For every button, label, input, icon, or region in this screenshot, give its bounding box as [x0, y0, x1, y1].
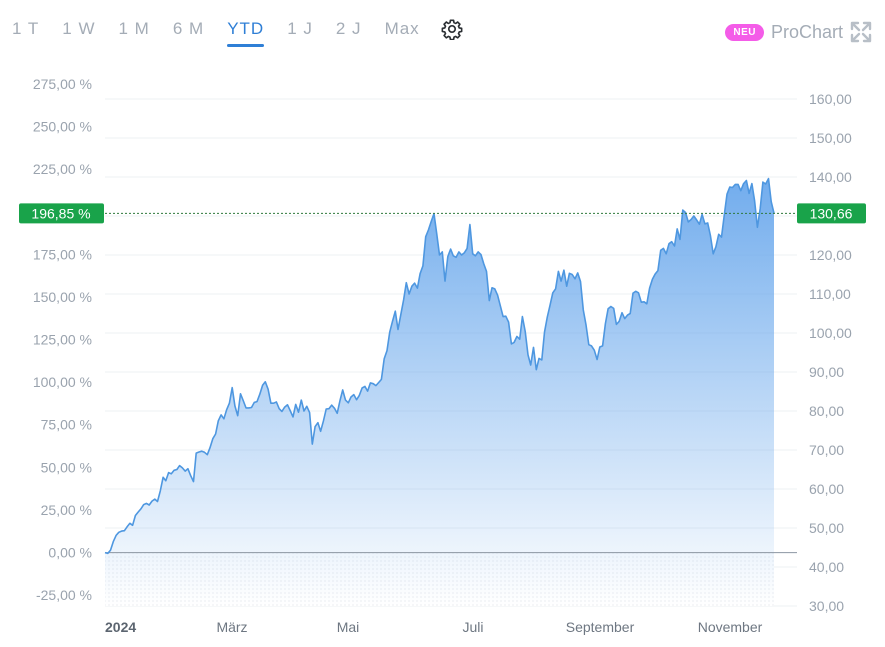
- x-axis-tick: Juli: [462, 619, 483, 635]
- x-axis: 2024 März Mai Juli September November: [105, 619, 763, 635]
- left-axis-tick: 0,00 %: [48, 545, 92, 561]
- left-axis: -25,00 % 0,00 % 25,00 % 50,00 % 75,00 % 100,0…: [33, 76, 92, 603]
- current-value-flag-bg: [797, 203, 866, 224]
- range-tab-1w[interactable]: 1 W: [62, 19, 96, 38]
- left-axis-tick: 250,00 %: [33, 118, 92, 134]
- right-axis: 30,00 40,00 50,00 60,00 70,00 80,00 90,00 100,0…: [809, 91, 852, 614]
- range-tab-max[interactable]: Max: [384, 19, 420, 38]
- range-tab-6m[interactable]: 6 M: [172, 19, 205, 38]
- right-axis-tick: 160,00: [809, 91, 852, 107]
- right-axis-tick: 30,00: [809, 598, 844, 614]
- gear-icon[interactable]: [441, 18, 463, 40]
- left-axis-tick: 275,00 %: [33, 76, 92, 92]
- left-axis-tick: 225,00 %: [33, 161, 92, 177]
- prochart-label: ProChart: [770, 21, 843, 42]
- right-axis-tick: 110,00: [809, 286, 851, 302]
- range-tab-ytd[interactable]: YTD: [227, 19, 265, 47]
- left-axis-tick: 25,00 %: [41, 502, 92, 518]
- range-tabs: 1 T 1 W 1 M 6 M YTD 1 J 2 J Max: [12, 18, 463, 47]
- right-axis-tick: 120,00: [809, 247, 852, 263]
- left-axis-tick: 150,00 %: [33, 289, 92, 305]
- x-axis-tick: November: [698, 619, 763, 635]
- range-tab-1m[interactable]: 1 M: [118, 19, 150, 38]
- x-axis-tick: Mai: [337, 619, 360, 635]
- range-tab-2y[interactable]: 2 J: [335, 19, 362, 38]
- new-badge: NEU: [725, 23, 764, 41]
- prochart-link[interactable]: NEU ProChart: [725, 20, 873, 44]
- right-axis-tick: 90,00: [809, 364, 844, 380]
- right-axis-tick: 80,00: [809, 403, 844, 419]
- x-axis-tick: März: [216, 619, 247, 635]
- right-axis-tick: 150,00: [809, 130, 852, 146]
- right-axis-tick: 50,00: [809, 520, 844, 536]
- right-axis-tick: 70,00: [809, 442, 844, 458]
- current-value-label: 130,66: [810, 205, 853, 221]
- left-axis-tick: 75,00 %: [41, 417, 92, 433]
- price-line: [104, 177, 775, 555]
- left-axis-tick: 175,00 %: [33, 246, 92, 262]
- left-axis-tick: 50,00 %: [41, 459, 92, 475]
- range-tab-1d[interactable]: 1 T: [12, 19, 40, 38]
- right-axis-tick: 40,00: [809, 559, 844, 575]
- price-area: [105, 178, 774, 606]
- expand-icon[interactable]: [849, 20, 873, 44]
- x-axis-tick: September: [566, 619, 635, 635]
- right-axis-tick: 100,00: [809, 325, 852, 341]
- x-axis-tick: 2024: [105, 619, 136, 635]
- current-percent-flag: 196,85 %: [19, 203, 104, 224]
- range-tab-1y[interactable]: 1 J: [287, 19, 313, 38]
- chart-toolbar: 1 T 1 W 1 M 6 M YTD 1 J 2 J Max NEU ProC…: [0, 0, 885, 56]
- current-value-flag: 130,66: [797, 203, 866, 224]
- current-percent-flag-bg: [19, 203, 104, 224]
- left-axis-tick: 100,00 %: [33, 374, 92, 390]
- right-axis-tick: 60,00: [809, 481, 844, 497]
- current-percent-label: 196,85 %: [31, 205, 90, 221]
- left-axis-tick: -25,00 %: [36, 587, 92, 603]
- left-axis-tick: 125,00 %: [33, 332, 92, 348]
- right-axis-tick: 140,00: [809, 169, 852, 185]
